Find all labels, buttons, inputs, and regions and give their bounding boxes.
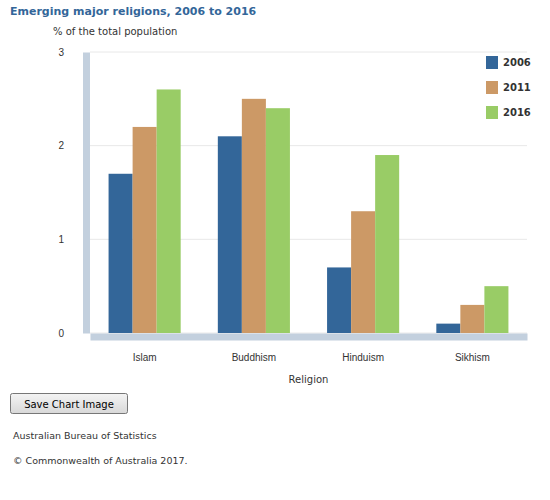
button-label[interactable]: Save Chart Image (24, 399, 114, 410)
x-tick: Sikhism (455, 337, 490, 363)
bar (109, 174, 133, 333)
button-box[interactable] (11, 394, 128, 414)
x-axis-line (91, 334, 528, 341)
y-axis-line (83, 53, 90, 334)
bar (436, 324, 460, 333)
x-tick: Hinduism (342, 337, 384, 363)
bar (157, 89, 181, 333)
y-tick: 1 (58, 234, 86, 245)
bar (375, 155, 399, 333)
x-tick-label: Buddhism (232, 352, 276, 363)
legend-label: 2011 (503, 82, 531, 93)
legend-swatch (486, 106, 498, 119)
x-tick-label: Hinduism (342, 352, 384, 363)
legend-label: 2006 (503, 57, 531, 68)
x-tick: Islam (133, 337, 157, 363)
y-tick-label: 0 (58, 328, 64, 339)
y-tick: 3 (58, 47, 86, 58)
legend-swatch (486, 56, 498, 69)
y-tick-label: 2 (58, 140, 64, 151)
y-tick-label: 1 (58, 234, 64, 245)
x-axis-title: Religion (289, 374, 329, 385)
legend-swatch (486, 81, 498, 94)
bar (460, 305, 484, 333)
y-tick: 2 (58, 140, 86, 151)
source: Australian Bureau of Statistics (13, 430, 157, 441)
bar (266, 108, 290, 333)
x-tick-label: Sikhism (455, 352, 490, 363)
bar (327, 267, 351, 333)
y-axis-title: % of the total population (53, 26, 177, 37)
grid-line (90, 52, 527, 53)
chart: Emerging major religions, 2006 to 2016 % … (0, 0, 550, 500)
y-tick-label: 3 (58, 47, 64, 58)
legend: 2006 2011 2016 (486, 56, 531, 119)
save-button[interactable]: Save Chart Image (11, 394, 128, 414)
bar (484, 286, 508, 333)
y-axis: 0 1 2 3 (58, 47, 86, 339)
y-tick: 0 (58, 328, 86, 339)
bar (218, 136, 242, 333)
bars (109, 89, 509, 333)
copyright: © Commonwealth of Australia 2017. (13, 455, 188, 466)
title: Emerging major religions, 2006 to 2016 (10, 5, 257, 18)
bar (242, 99, 266, 333)
x-tick: Buddhism (232, 337, 276, 363)
legend-label: 2016 (503, 107, 531, 118)
x-tick-label: Islam (133, 352, 157, 363)
x-axis: Islam Buddhism Hinduism Sikhism (91, 337, 528, 363)
bar (133, 127, 157, 333)
bar (351, 211, 375, 333)
grid (90, 52, 527, 333)
